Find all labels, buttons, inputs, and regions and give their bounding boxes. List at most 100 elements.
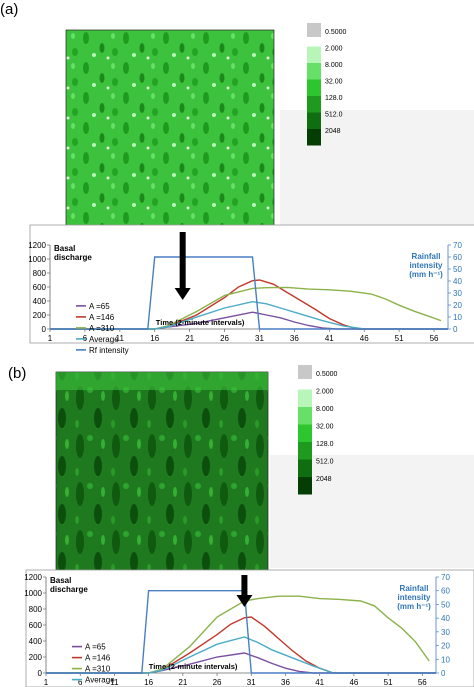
x-tick-label: 56 <box>430 334 439 343</box>
contour-map-a <box>65 29 275 229</box>
legend-value-label: 2.000 <box>316 389 334 396</box>
legend-entry-label: A =146 <box>85 654 111 663</box>
y-right-tick-label: 0 <box>441 669 446 678</box>
background-wedge <box>280 110 474 226</box>
y-right-tick-label: 0 <box>453 325 458 334</box>
legend-value-label: 32.00 <box>325 79 343 86</box>
arrow-shaft <box>241 575 248 597</box>
y-right-tick-label: 30 <box>441 628 450 637</box>
y-left-axis-label: discharge <box>50 585 88 594</box>
legend-value-label: 2.000 <box>325 46 343 53</box>
color-legend-b: 0.5000 2.000 8.000 32.00 128.0 512.0 2048 <box>298 365 338 495</box>
legend-swatch <box>298 407 312 425</box>
legend-swatch <box>307 23 321 37</box>
legend-swatch <box>298 477 312 495</box>
y-left-axis-label: discharge <box>54 253 92 262</box>
legend-entry-label: A =65 <box>85 643 106 652</box>
y-left-tick-label: 200 <box>33 311 47 320</box>
series-line-a-146 <box>50 279 448 330</box>
y-left-axis-label: Basal <box>50 576 71 585</box>
legend-entry-label: Average <box>85 676 115 685</box>
y-right-tick-label: 20 <box>441 642 450 651</box>
legend-value-label: 8.000 <box>325 62 343 69</box>
y-right-axis-label: Rainfall <box>400 584 429 593</box>
y-right-tick-label: 60 <box>441 587 450 596</box>
series-line-a-310 <box>46 595 430 674</box>
legend-entry-label: A =146 <box>89 313 115 322</box>
legend-entry-label: Average <box>89 335 119 344</box>
x-tick-label: 21 <box>185 334 194 343</box>
y-right-tick-label: 50 <box>441 600 450 609</box>
y-left-tick-label: 800 <box>29 605 43 614</box>
y-left-tick-label: 600 <box>33 283 47 292</box>
x-tick-label: 6 <box>78 678 83 687</box>
y-right-tick-label: 30 <box>453 289 462 298</box>
y-right-tick-label: 10 <box>441 655 450 664</box>
x-tick-label: 31 <box>255 334 264 343</box>
y-left-tick-label: 400 <box>33 297 47 306</box>
x-tick-label: 46 <box>360 334 369 343</box>
legend-swatch <box>298 442 312 460</box>
legend-swatch <box>307 46 321 63</box>
y-left-axis-label: Basal <box>54 244 75 253</box>
y-right-tick-label: 40 <box>453 277 462 286</box>
y-left-tick-label: 1200 <box>28 241 46 250</box>
arrow-shaft <box>179 232 186 290</box>
y-right-axis-label: intensity <box>410 261 443 270</box>
y-left-tick-label: 0 <box>38 669 43 678</box>
legend-value-label: 8.000 <box>316 406 334 413</box>
hydrograph-chart-a: 0200400600800100012000102030405060701611… <box>28 224 474 355</box>
x-tick-label: 11 <box>110 678 119 687</box>
y-right-tick-label: 40 <box>441 614 450 623</box>
y-left-tick-label: 600 <box>29 621 43 630</box>
color-legend-a: 0.5000 2.000 8.000 32.00 128.0 512.0 2048 <box>307 23 347 146</box>
y-right-axis-label: intensity <box>398 593 431 602</box>
legend-value-label: 0.5000 <box>316 371 338 378</box>
legend-swatch <box>307 63 321 80</box>
legend-swatch <box>307 79 321 96</box>
y-left-tick-label: 800 <box>33 269 47 278</box>
y-right-tick-label: 70 <box>441 573 450 582</box>
y-right-tick-label: 60 <box>453 253 462 262</box>
y-right-axis-label: (mm h⁻¹) <box>409 270 443 279</box>
x-tick-label: 56 <box>418 678 427 687</box>
legend-swatch <box>298 365 312 379</box>
y-left-tick-label: 0 <box>42 325 47 334</box>
y-right-tick-label: 20 <box>453 301 462 310</box>
series-line-a-310 <box>50 286 442 330</box>
x-tick-label: 51 <box>384 678 393 687</box>
x-tick-label: 51 <box>395 334 404 343</box>
x-tick-label: 46 <box>349 678 358 687</box>
series-line-average <box>46 636 436 674</box>
legend-swatch <box>307 96 321 113</box>
legend-value-label: 128.0 <box>316 441 334 448</box>
x-tick-label: 16 <box>150 334 159 343</box>
y-right-axis-label: Rainfall <box>412 252 441 261</box>
y-right-axis-label: (mm h⁻¹) <box>397 602 431 611</box>
x-axis-label: Time (2-minute intervals) <box>156 318 245 327</box>
x-tick-label: 41 <box>325 334 334 343</box>
series-line-rf-intensity <box>46 590 436 674</box>
legend-value-label: 2048 <box>316 476 332 483</box>
legend-swatch <box>307 129 321 146</box>
series-line-a-146 <box>46 616 436 674</box>
contour-map-b-topband <box>56 372 268 390</box>
series-line-rf-intensity <box>50 256 448 330</box>
y-left-tick-label: 1000 <box>24 589 42 598</box>
x-tick-label: 26 <box>220 334 229 343</box>
legend-value-label: 2048 <box>325 128 341 135</box>
y-left-tick-label: 1000 <box>28 255 46 264</box>
y-right-tick-label: 10 <box>453 313 462 322</box>
x-tick-label: 21 <box>178 678 187 687</box>
legend-value-label: 0.5000 <box>325 29 347 36</box>
legend-value-label: 512.0 <box>325 112 343 119</box>
chart-frame <box>29 224 474 344</box>
legend-entry-label: Rf intensity <box>89 346 129 355</box>
legend-value-label: 512.0 <box>316 459 334 466</box>
legend-value-label: 128.0 <box>325 95 343 102</box>
legend-swatch <box>298 389 312 407</box>
arrow-head <box>174 288 191 300</box>
legend-entry-label: A =310 <box>89 324 115 333</box>
